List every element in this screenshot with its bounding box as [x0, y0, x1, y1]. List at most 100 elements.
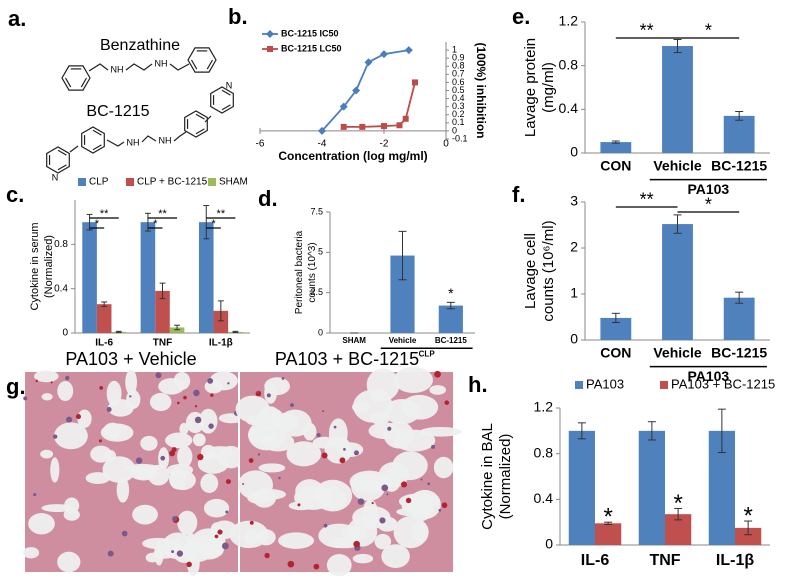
error-bar — [101, 301, 108, 307]
alveolus — [179, 422, 189, 435]
error-bar — [398, 230, 407, 281]
double-bond — [206, 59, 214, 70]
cell — [129, 395, 132, 398]
alveolus — [203, 498, 230, 518]
x-tick-label: -6 — [256, 139, 265, 150]
cell — [379, 517, 386, 524]
group-label: CLP — [419, 349, 436, 358]
y-axis-label: Peritoneal bacteria — [294, 230, 305, 314]
alveolus — [411, 520, 429, 544]
alveolus — [217, 445, 244, 469]
ring — [46, 146, 70, 174]
alveolus — [77, 409, 92, 428]
double-bond — [92, 129, 102, 136]
cell — [194, 416, 202, 424]
double-bond — [64, 77, 72, 88]
cell — [316, 433, 321, 438]
bar — [198, 222, 214, 333]
y-tick-label: 0.3 — [452, 101, 465, 111]
double-bond — [80, 77, 88, 88]
alveolus — [381, 544, 410, 569]
legend-label: BC-1215 IC50 — [281, 28, 339, 38]
cell — [210, 393, 214, 397]
alveolus — [165, 432, 193, 449]
cell — [214, 534, 219, 539]
significance-label: ** — [217, 208, 226, 220]
error-bar — [174, 324, 180, 331]
cell — [160, 455, 166, 461]
alveolus — [140, 435, 158, 451]
group-label: PA103 — [687, 368, 729, 384]
x-tick-label: TNF — [649, 552, 680, 569]
significance-label: * — [153, 218, 158, 230]
bar — [723, 297, 755, 340]
bond — [204, 115, 212, 123]
atom: NH — [159, 135, 172, 145]
bond — [106, 139, 125, 147]
structure-name: Benzathine — [100, 37, 180, 54]
y-axis-label: Lavage protein — [522, 38, 539, 137]
alveolus — [64, 497, 80, 514]
significance-label: ** — [640, 20, 654, 40]
group-label: PA103 — [687, 181, 729, 197]
alveolus — [109, 432, 119, 441]
atom: N — [226, 80, 233, 90]
legend-swatch — [78, 178, 86, 186]
error-bar — [577, 422, 586, 440]
legend-label: CLP + BC-1215 — [137, 177, 208, 188]
cell — [278, 476, 281, 480]
y-axis-label: Cytokine in serum — [29, 222, 41, 310]
ring — [184, 110, 208, 138]
double-bond — [195, 113, 205, 120]
bar — [662, 224, 693, 340]
cell — [405, 497, 412, 504]
alveolus — [200, 444, 216, 461]
alveolus — [102, 456, 136, 483]
x-tick-label: SHAM — [342, 336, 366, 345]
alveolus — [166, 464, 194, 476]
atom: N — [52, 172, 59, 182]
x-axis-label: Concentration (log mg/ml) — [278, 149, 427, 163]
marker — [381, 123, 387, 130]
y-tick-label: 1.2 — [534, 399, 554, 415]
alveolus — [116, 477, 130, 503]
x-tick-label: BC-1215 — [435, 336, 468, 345]
alveolus — [429, 385, 446, 395]
alveolus — [28, 513, 55, 535]
marker — [359, 123, 366, 130]
alveolus — [177, 510, 198, 535]
y-tick-label: 0 — [62, 328, 68, 339]
x-tick-label: IL-1β — [209, 338, 233, 349]
legend-swatch — [208, 178, 216, 186]
cell — [155, 372, 162, 379]
structure-name: BC-1215 — [86, 103, 149, 120]
bar — [638, 430, 665, 545]
bond — [169, 63, 190, 71]
cell — [248, 458, 254, 464]
significance-label: * — [448, 285, 454, 301]
x-tick-label: -4 — [318, 139, 327, 150]
alveolus — [85, 472, 111, 484]
x-tick-label: -2 — [380, 139, 389, 150]
alveolus — [173, 372, 191, 390]
marker — [340, 123, 347, 130]
alveolus — [336, 442, 364, 458]
alveolus — [177, 445, 193, 468]
alveolus — [258, 406, 282, 431]
alveolus — [209, 371, 238, 391]
cell — [387, 426, 392, 431]
y-axis-label: (mg/ml) — [540, 62, 557, 113]
significance-label: * — [95, 218, 100, 230]
x-tick-label: IL-6 — [95, 338, 113, 349]
y-tick-label: 5 — [318, 247, 323, 257]
error-bar — [674, 507, 683, 521]
alveolus — [264, 382, 277, 404]
bond — [141, 135, 157, 143]
alveolus — [393, 366, 433, 394]
marker — [266, 30, 274, 38]
alveolus — [312, 436, 336, 449]
alveolus — [125, 369, 138, 395]
alveolus — [22, 547, 40, 559]
series-line — [321, 49, 409, 132]
cell — [290, 403, 294, 408]
